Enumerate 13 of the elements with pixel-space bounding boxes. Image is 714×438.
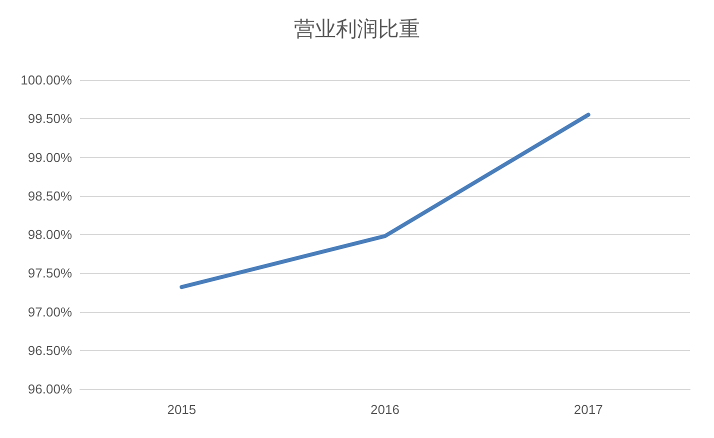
y-tick-label: 96.50% <box>28 342 72 358</box>
y-tick-label: 99.00% <box>28 150 72 165</box>
y-tick-label: 96.00% <box>28 382 72 396</box>
x-tick-label: 2016 <box>370 402 400 417</box>
y-tick-label: 99.50% <box>28 111 72 126</box>
y-tick-label: 97.50% <box>28 266 72 281</box>
y-tick-label: 97.00% <box>28 304 72 320</box>
x-tick-label: 2017 <box>574 402 603 417</box>
chart-title: 营业利润比重 <box>294 18 420 41</box>
y-tick-label: 98.50% <box>28 188 72 204</box>
y-tick-label: 98.00% <box>28 227 72 242</box>
x-tick-label: 2015 <box>167 402 196 417</box>
y-tick-label: 100.00% <box>20 72 72 88</box>
